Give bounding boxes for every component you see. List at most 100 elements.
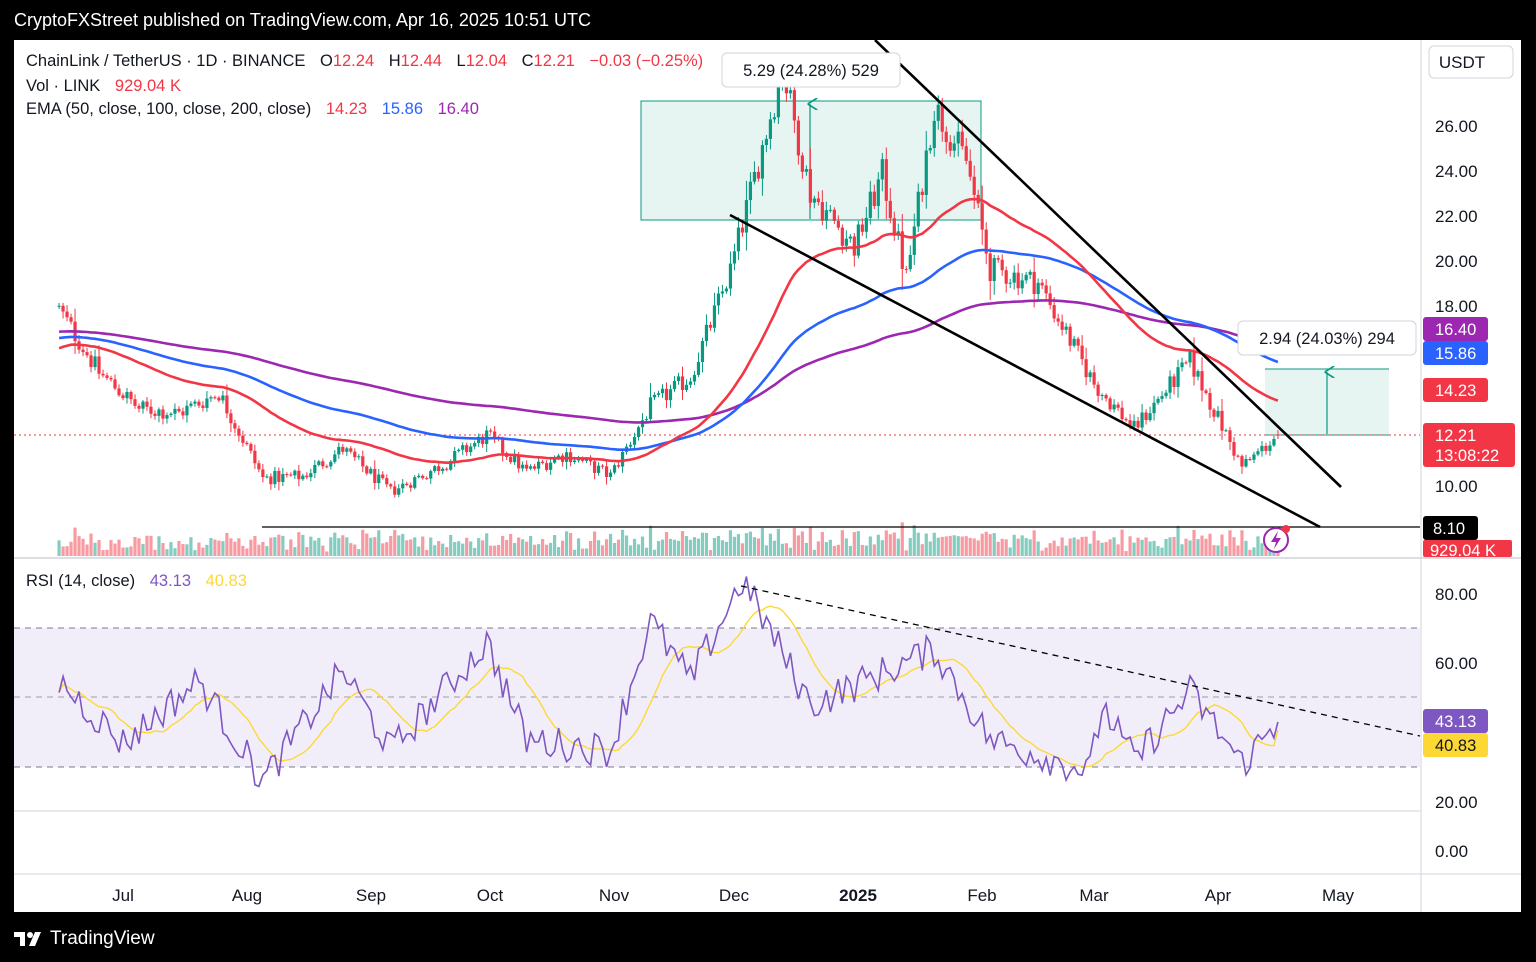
volume-bar: [533, 544, 537, 556]
rsi-scale[interactable]: 80.00 60.00 20.00 0.00 43.13 40.83: [1423, 585, 1488, 861]
candle: [604, 466, 609, 478]
volume-bar: [752, 537, 757, 556]
volume-bar: [433, 545, 437, 556]
volume-bar: [205, 544, 209, 556]
candle: [1256, 451, 1260, 455]
volume-bar: [197, 542, 201, 556]
volume-bar: [437, 541, 441, 556]
candle: [860, 224, 864, 232]
candle: [1016, 272, 1020, 289]
volume-bar: [1044, 547, 1048, 556]
volume-bar: [1156, 546, 1160, 556]
candle: [616, 465, 621, 467]
candle: [716, 293, 721, 306]
range-label-bottom[interactable]: 2.94 (24.03%) 294: [1237, 320, 1417, 356]
volume-bar: [1132, 542, 1136, 556]
candle: [888, 200, 892, 219]
candle: [329, 461, 333, 467]
volume-bar: [928, 541, 932, 556]
time-label: Dec: [719, 886, 750, 905]
volume-bar: [640, 536, 645, 556]
candle: [912, 226, 916, 255]
volume-bar: [868, 536, 872, 556]
candle: [1260, 445, 1264, 452]
candle: [940, 104, 944, 132]
falling-wedge-upper-line[interactable]: [874, 40, 1342, 488]
volume-bar: [1172, 536, 1176, 556]
tradingview-logo[interactable]: TradingView: [14, 928, 155, 950]
candle: [828, 209, 832, 211]
candle: [920, 191, 924, 195]
volume-bar: [277, 534, 281, 556]
volume-bar: [1188, 540, 1192, 556]
candle: [393, 486, 397, 495]
range-label-top[interactable]: 5.29 (24.28%) 529: [721, 52, 901, 88]
candle: [457, 449, 461, 452]
candle: [792, 90, 796, 121]
candle: [816, 198, 820, 203]
candle: [992, 258, 996, 282]
volume-bar: [457, 541, 461, 556]
candle: [760, 145, 765, 179]
volume-bar: [161, 543, 165, 556]
currency-button[interactable]: [1428, 45, 1514, 79]
candle: [1100, 394, 1104, 396]
volume-bar: [956, 536, 960, 556]
candle: [349, 448, 353, 452]
candle: [141, 401, 145, 409]
volume-bar: [125, 547, 129, 556]
volume-bar: [57, 540, 61, 556]
volume-bar: [1116, 544, 1120, 556]
candle: [744, 200, 749, 233]
volume-bar: [557, 547, 561, 556]
rsi-trendline[interactable]: [740, 585, 1420, 737]
volume-bar: [560, 540, 565, 556]
volume-bar: [1248, 549, 1252, 556]
lightning-icon[interactable]: [1263, 525, 1290, 553]
candle: [433, 466, 437, 472]
candle: [281, 474, 285, 482]
candle: [265, 476, 269, 478]
volume-bar: [708, 550, 713, 556]
candle: [1192, 351, 1196, 377]
candle: [1268, 445, 1272, 451]
volume-bar: [612, 543, 617, 556]
volume-bar: [824, 542, 828, 556]
volume-bar: [828, 539, 832, 556]
candle: [501, 438, 505, 454]
volume-bar: [441, 543, 445, 556]
svg-text:43.13: 43.13: [1435, 713, 1476, 731]
volume-bar: [920, 544, 924, 556]
candle: [269, 476, 273, 485]
candle: [980, 203, 984, 230]
candle: [345, 448, 349, 452]
volume-bar: [529, 535, 533, 556]
candle: [1064, 326, 1068, 330]
price-scale[interactable]: USDT 26.00 24.00 22.00 20.00 18.00 10.00…: [1423, 45, 1515, 560]
candle: [545, 463, 549, 470]
volume-bar: [936, 537, 940, 556]
volume-bar: [269, 537, 273, 556]
candle: [445, 468, 449, 470]
candle: [405, 483, 409, 486]
svg-text:12.21: 12.21: [1435, 427, 1476, 445]
time-axis[interactable]: Jul Aug Sep Oct Nov Dec 2025 Feb Mar Apr…: [112, 886, 1354, 905]
candle: [173, 408, 177, 414]
volume-bar: [832, 546, 836, 556]
candle: [880, 159, 884, 180]
falling-wedge-lower-line[interactable]: [729, 213, 1321, 529]
volume-bar: [756, 538, 761, 556]
volume-bar: [1028, 539, 1032, 556]
candle: [153, 413, 157, 416]
volume-bar: [584, 548, 589, 556]
candle: [592, 461, 597, 473]
volume-bar: [353, 544, 357, 556]
candle: [944, 131, 948, 143]
rsi-tick: 60.00: [1435, 654, 1478, 673]
candle: [1232, 441, 1236, 456]
svg-text:5.29 (24.28%) 529: 5.29 (24.28%) 529: [743, 62, 879, 80]
volume-bar: [257, 544, 261, 556]
volume-bar: [193, 550, 197, 556]
candle: [529, 466, 533, 469]
